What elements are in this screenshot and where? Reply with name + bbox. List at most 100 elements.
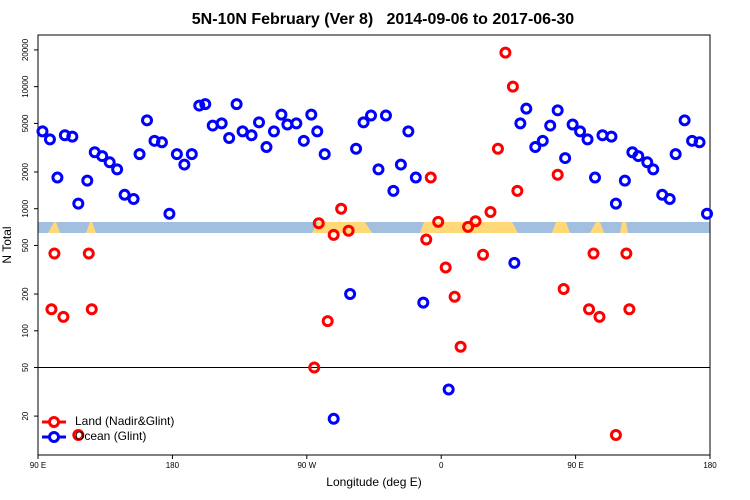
data-point: [477, 248, 490, 261]
data-point: [402, 125, 415, 138]
x-tick-label: 90 E: [567, 461, 583, 470]
data-point: [215, 117, 228, 130]
data-point: [372, 163, 385, 176]
data-point: [701, 207, 714, 220]
data-point: [669, 148, 682, 161]
data-point: [620, 247, 633, 260]
land-patch: [620, 222, 628, 233]
y-tick-label: 500: [21, 238, 30, 252]
data-point: [442, 383, 455, 396]
data-point: [605, 130, 618, 143]
data-point: [484, 205, 497, 218]
data-point: [623, 303, 636, 316]
data-point: [641, 156, 654, 169]
y-tick-label: 50: [21, 363, 30, 372]
data-point: [267, 125, 280, 138]
data-point: [321, 315, 334, 328]
data-point: [678, 114, 691, 127]
data-point: [529, 141, 542, 154]
land-patch: [86, 222, 96, 233]
data-point: [462, 220, 475, 233]
x-tick-label: 0: [439, 461, 444, 470]
data-point: [81, 174, 94, 187]
data-point: [506, 80, 519, 93]
data-point: [432, 215, 445, 228]
y-tick-label: 5000: [21, 114, 30, 132]
data-point: [45, 303, 58, 316]
data-point: [454, 340, 467, 353]
data-point: [305, 108, 318, 121]
land-patch: [312, 222, 372, 233]
data-point: [589, 171, 602, 184]
data-point: [342, 224, 355, 237]
data-point: [199, 98, 212, 111]
data-point: [118, 188, 131, 201]
data-point: [111, 163, 124, 176]
data-point: [308, 361, 321, 374]
data-point: [609, 428, 622, 441]
data-point: [469, 215, 482, 228]
x-tick-label: 90 W: [297, 461, 316, 470]
data-point: [514, 117, 527, 130]
data-point: [559, 152, 572, 165]
data-point: [72, 197, 85, 210]
data-point: [508, 256, 521, 269]
data-point: [420, 233, 433, 246]
x-axis-label: Longitude (deg E): [326, 475, 421, 489]
data-point: [499, 46, 512, 59]
data-point: [663, 193, 676, 206]
y-tick-label: 100: [21, 324, 30, 338]
x-tick-label: 90 E: [30, 461, 46, 470]
data-point: [365, 109, 378, 122]
data-point: [170, 148, 183, 161]
data-point: [387, 184, 400, 197]
data-point: [85, 303, 98, 316]
data-point: [66, 130, 79, 143]
data-point: [82, 247, 95, 260]
data-point: [163, 207, 176, 220]
data-point: [693, 136, 706, 149]
data-point: [583, 303, 596, 316]
data-point: [318, 148, 331, 161]
data-point: [51, 171, 64, 184]
chart-title: 5N-10N February (Ver 8) 2014-09-06 to 20…: [192, 11, 575, 28]
data-point: [424, 171, 437, 184]
data-point: [312, 217, 325, 230]
y-tick-label: 1000: [21, 199, 30, 217]
land-patch: [420, 222, 518, 233]
legend-label: Land (Nadir&Glint): [75, 414, 174, 428]
data-point: [36, 125, 49, 138]
data-point: [327, 228, 340, 241]
data-point: [609, 197, 622, 210]
data-point: [96, 150, 109, 163]
data-point: [409, 171, 422, 184]
data-point: [103, 156, 116, 169]
data-point: [593, 310, 606, 323]
data-point: [311, 125, 324, 138]
legend-marker: [48, 416, 60, 428]
data-point: [439, 261, 452, 274]
data-point: [48, 247, 61, 260]
data-point: [448, 290, 461, 303]
data-point: [551, 168, 564, 181]
data-point: [141, 114, 154, 127]
data-point: [587, 247, 600, 260]
data-point: [193, 99, 206, 112]
legend-marker: [48, 431, 60, 443]
land-patch: [590, 222, 604, 233]
data-point: [72, 428, 85, 441]
data-point: [245, 129, 258, 142]
y-tick-label: 200: [21, 287, 30, 301]
data-point: [520, 102, 533, 115]
data-point: [230, 98, 243, 111]
data-point: [379, 109, 392, 122]
land-patch: [552, 222, 570, 233]
ocean-strip: [38, 222, 710, 233]
y-axis-label: N Total: [0, 226, 14, 263]
data-point: [581, 133, 594, 146]
data-point: [260, 141, 273, 154]
data-point: [297, 134, 310, 147]
data-point: [491, 142, 504, 155]
data-point: [127, 193, 140, 206]
y-tick-label: 20000: [21, 38, 30, 61]
